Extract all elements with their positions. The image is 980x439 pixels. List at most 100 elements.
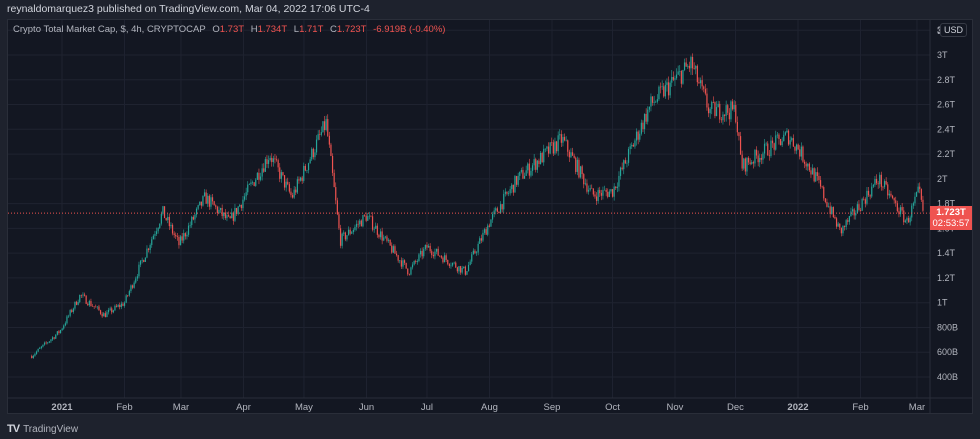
candle-body [197, 205, 199, 209]
candle-body [445, 255, 447, 260]
candle [207, 193, 209, 208]
candle [888, 189, 890, 199]
candle [863, 196, 865, 201]
candle [191, 215, 193, 228]
candle-body [379, 231, 382, 238]
candle [754, 149, 756, 167]
candle-body [495, 208, 497, 211]
candle-body [533, 159, 535, 166]
candle [907, 215, 910, 223]
candle-body [392, 246, 394, 253]
candle [699, 77, 702, 89]
candle [922, 195, 924, 213]
candle [117, 303, 119, 308]
grid [8, 20, 930, 398]
candle-body [605, 189, 607, 192]
candle [387, 238, 390, 243]
candle-body [496, 208, 498, 212]
candle-body [416, 261, 418, 262]
candle-body [120, 303, 122, 307]
candle-body [515, 176, 518, 185]
candle [882, 185, 884, 191]
candle-body [680, 71, 682, 84]
candle-body [754, 149, 756, 164]
candle-body [752, 162, 754, 164]
candle [83, 292, 86, 297]
candle-body [511, 184, 513, 190]
candle-body [659, 86, 662, 88]
candle [459, 265, 462, 275]
time-tick-label: Feb [116, 402, 132, 413]
candle-body [338, 214, 340, 229]
candle-body [320, 132, 322, 135]
candle-body [447, 259, 449, 265]
candle [807, 163, 809, 171]
candle [285, 178, 287, 192]
candle [904, 219, 906, 223]
candle [80, 294, 82, 298]
candle [256, 172, 258, 181]
candle-body [280, 172, 282, 179]
candle [631, 142, 633, 150]
candle [263, 163, 265, 173]
candle-body [827, 206, 830, 208]
candle [426, 242, 428, 251]
candle [187, 222, 190, 237]
candle [611, 188, 614, 198]
candle [616, 182, 618, 193]
candle-body [133, 282, 135, 288]
candle-body [485, 229, 487, 235]
candle-body [576, 159, 578, 172]
candle [555, 140, 558, 154]
candle [599, 186, 601, 197]
candle [883, 179, 886, 189]
candle-body [378, 234, 380, 238]
candle [906, 216, 908, 225]
brand-name[interactable]: TradingView [23, 423, 79, 435]
candle [371, 212, 374, 232]
candle-body [589, 187, 591, 190]
candle-body [594, 194, 596, 197]
candle-body [347, 229, 350, 236]
candle-body [797, 144, 799, 150]
tradingview-logo-icon[interactable]: TV [7, 423, 20, 435]
candle [839, 223, 841, 231]
candle-body [723, 114, 726, 116]
candle-body [557, 135, 559, 152]
price-tick-label: 1.8T [937, 199, 956, 209]
time-tick-label: Oct [605, 402, 620, 413]
candle-body [562, 136, 564, 143]
candle [775, 130, 777, 151]
candle-body [645, 113, 647, 122]
candle [786, 127, 788, 134]
candle-body [99, 310, 102, 314]
candle-body [184, 233, 186, 237]
candle [327, 114, 329, 137]
candle [395, 250, 398, 257]
time-tick-label: Mar [173, 402, 189, 413]
candle-body [221, 207, 223, 217]
candle [112, 309, 114, 314]
candle [759, 153, 761, 168]
candle-body [824, 198, 826, 202]
candle-body [704, 88, 706, 94]
candle-body [866, 190, 868, 204]
candle [895, 196, 897, 207]
candle-body [290, 191, 292, 196]
candle [914, 192, 916, 206]
candle [519, 171, 521, 181]
candle [834, 214, 836, 220]
candle [850, 207, 852, 217]
candle-body [259, 176, 262, 180]
candle-body [527, 163, 529, 171]
candle [728, 108, 730, 126]
candle-body [128, 291, 130, 296]
currency-button[interactable]: USD [940, 23, 968, 37]
candle [67, 314, 70, 318]
candle [496, 206, 498, 212]
candle-body [122, 303, 124, 306]
candle [440, 255, 442, 259]
candle-body [455, 262, 457, 268]
candle-body [805, 163, 807, 167]
